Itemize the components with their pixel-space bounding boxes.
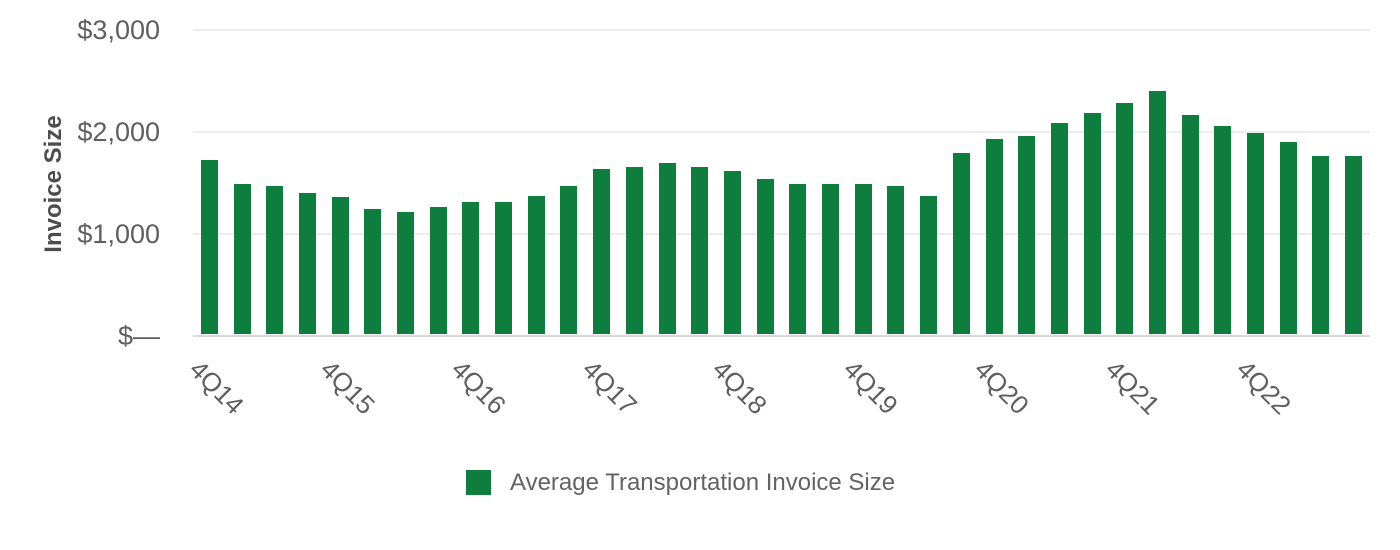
x-axis-tick-label: 4Q22 — [1230, 354, 1297, 421]
bar-2Q15 — [266, 185, 284, 335]
bar-2Q23 — [1312, 156, 1330, 335]
bar-4Q16 — [462, 201, 480, 335]
bar-4Q21 — [1116, 102, 1134, 335]
x-axis-tick-label: 4Q16 — [445, 354, 512, 421]
bar-2Q19 — [789, 183, 807, 335]
bar-4Q18 — [723, 170, 741, 335]
bar-4Q14 — [200, 159, 218, 335]
bar-4Q15 — [331, 197, 349, 335]
bar-2Q18 — [658, 163, 676, 335]
bar-2Q22 — [1181, 115, 1199, 335]
bar-3Q17 — [560, 185, 578, 335]
bar-2Q17 — [527, 195, 545, 335]
x-axis-tick-label: 4Q18 — [707, 354, 774, 421]
bar-1Q18 — [625, 167, 643, 335]
gridline — [193, 232, 1370, 235]
y-axis-tick-label: $3,000 — [77, 14, 160, 45]
y-axis-tick-label: $2,000 — [77, 116, 160, 147]
bar-1Q17 — [495, 201, 513, 335]
gridline — [193, 28, 1370, 31]
x-axis-tick-label: 4Q14 — [184, 354, 251, 421]
bar-4Q20 — [985, 139, 1003, 335]
x-axis-tick-label: 4Q21 — [1099, 354, 1166, 421]
bar-3Q18 — [691, 167, 709, 335]
x-axis-tick-label: 4Q19 — [838, 354, 905, 421]
legend: Average Transportation Invoice Size — [466, 470, 895, 495]
y-axis-title: Invoice Size — [40, 115, 67, 253]
bar-4Q19 — [854, 183, 872, 335]
bar-3Q23 — [1345, 155, 1363, 335]
legend-swatch — [466, 470, 491, 495]
bar-2Q20 — [920, 195, 938, 335]
x-axis-line — [193, 334, 1370, 337]
bar-1Q20 — [887, 185, 905, 335]
legend-label: Average Transportation Invoice Size — [510, 469, 896, 496]
bar-4Q22 — [1247, 133, 1265, 335]
x-axis-tick-label: 4Q17 — [576, 354, 643, 421]
bar-4Q17 — [593, 169, 611, 335]
bar-1Q15 — [233, 183, 251, 335]
y-axis-tick-label: $— — [117, 320, 160, 351]
bar-3Q20 — [952, 153, 970, 335]
bar-1Q22 — [1148, 91, 1166, 335]
bar-1Q16 — [364, 209, 382, 335]
bar-3Q16 — [429, 207, 447, 335]
x-axis-tick-label: 4Q15 — [314, 354, 382, 421]
bar-3Q21 — [1083, 113, 1101, 335]
gridline — [193, 130, 1370, 133]
x-axis-tick-label: 4Q20 — [968, 354, 1035, 421]
bar-3Q22 — [1214, 125, 1232, 335]
bar-3Q15 — [298, 193, 316, 335]
bar-2Q16 — [397, 211, 414, 335]
bar-3Q19 — [822, 183, 840, 335]
bar-1Q19 — [756, 179, 774, 335]
bar-1Q21 — [1018, 135, 1036, 335]
bar-1Q23 — [1279, 142, 1297, 335]
y-axis-tick-label: $1,000 — [77, 218, 160, 249]
bar-2Q21 — [1050, 122, 1068, 335]
